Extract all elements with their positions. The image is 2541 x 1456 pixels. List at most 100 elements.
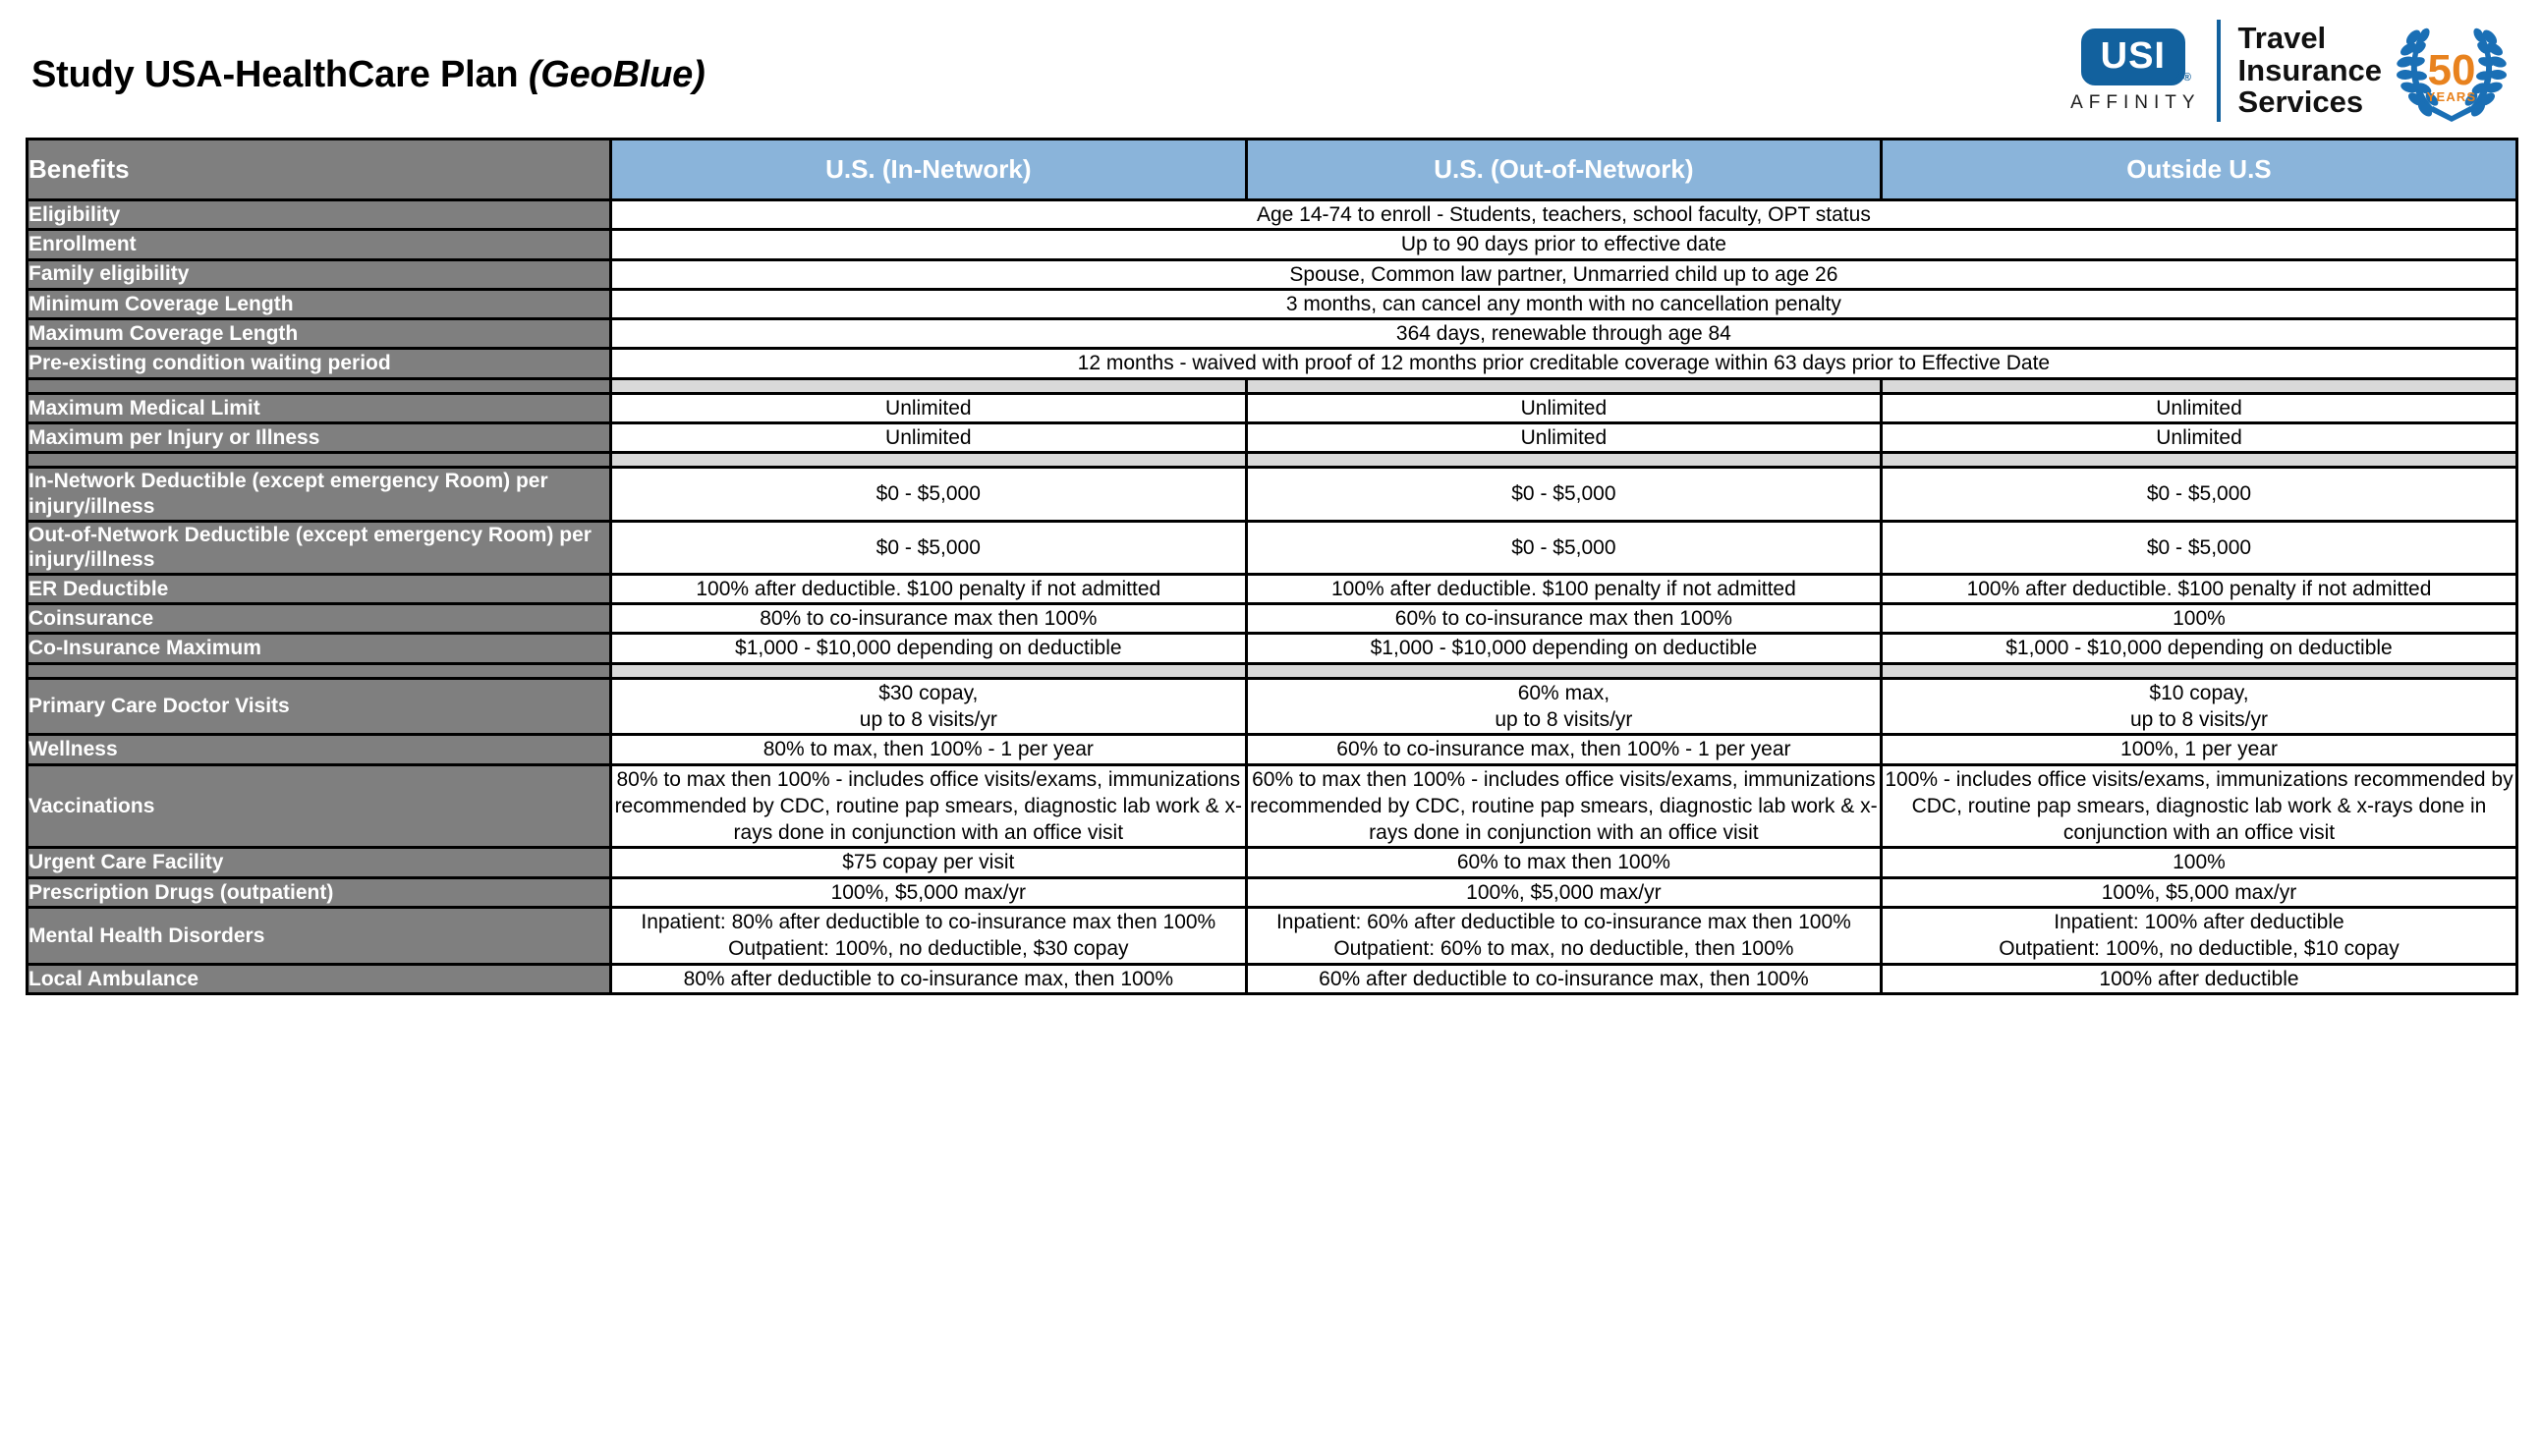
cell-line: Unlimited [1520,396,1608,420]
table-row: Urgent Care Facility $75 copay per visit 6… [26,846,2518,879]
cell-line: 100%, $5,000 max/yr [1466,880,1662,904]
row-value-out-of-network: $0 - $5,000 [1244,519,1884,576]
row-value-all-networks: 364 days, renewable through age 84 [609,317,2518,351]
row-label: Wellness [26,733,612,766]
logo-line-insurance: Insurance [2237,52,2382,87]
row-label: Enrollment [26,228,612,261]
cell-line: 100% after deductible. $100 penalty if n… [1330,577,1796,600]
row-label: Maximum Medical Limit [26,391,612,425]
row-value-out-of-network: Unlimited [1244,421,1884,455]
travel-insurance-services-text: Travel Insurance Services [2237,20,2382,120]
benefits-table: Benefits U.S. (In-Network) U.S. (Out-of-… [26,138,2518,995]
cell-line: Spouse, Common law partner, Unmarried ch… [1289,262,1838,286]
row-value-in-network: $0 - $5,000 [609,519,1248,576]
row-value-outside-us: 100% after deductible. $100 penalty if n… [1880,572,2518,606]
spacer-label-cell [26,376,612,395]
row-value-out-of-network: 60% to max then 100% [1244,846,1884,879]
cell-line: $1,000 - $10,000 depending on deductible [735,637,1122,660]
row-value-outside-us: Inpatient: 100% after deductible Outpatie… [1880,906,2518,966]
spacer-cell [1880,451,2518,470]
cell-line: 100% after deductible [2099,967,2299,990]
cell-line: 100% after deductible. $100 penalty if n… [1966,577,2432,600]
table-row: Out-of-Network Deductible (except emerge… [26,519,2518,576]
cell-line: $0 - $5,000 [875,535,981,559]
row-value-out-of-network: $0 - $5,000 [1244,466,1884,523]
table-row: In-Network Deductible (except emergency … [26,466,2518,523]
cell-line: 80% after deductible to co-insurance max… [683,967,1174,990]
spacer-cell [1880,376,2518,395]
cell-line: 60% to max then 100% [1456,851,1670,874]
row-label: Prescription Drugs (outpatient) [26,875,612,910]
cell-line: up to 8 visits/yr [2129,708,2269,731]
row-label: ER Deductible [26,572,612,606]
table-row: Maximum per Injury or Illness Unlimited Un… [26,421,2518,455]
spacer-cell [1244,376,1884,395]
row-value-out-of-network: Unlimited [1244,391,1884,425]
row-label: Co-Insurance Maximum [26,632,612,665]
row-value-outside-us: Unlimited [1880,391,2518,425]
cell-line: 80% to co-insurance max then 100% [760,607,1098,631]
cell-line: 100%, 1 per year [2120,738,2278,761]
page-title: Study USA-HealthCare Plan (GeoBlue) [31,54,706,96]
row-value-out-of-network: 60% to max then 100% - includes office v… [1244,762,1884,850]
table-row: Primary Care Doctor Visits $30 copay, up t… [26,676,2518,737]
row-value-outside-us: 100% [1880,602,2518,636]
row-value-outside-us: 100% - includes office visits/exams, imm… [1880,762,2518,850]
row-value-all-networks: 3 months, can cancel any month with no c… [609,287,2518,321]
row-value-outside-us: 100%, 1 per year [1880,733,2518,766]
cell-line: 100% - includes office visits/exams, imm… [1885,767,2513,845]
row-value-all-networks: Up to 90 days prior to effective date [609,228,2518,261]
logo-line-services: Services [2237,84,2364,120]
cell-line: $0 - $5,000 [1511,535,1616,559]
table-row: Enrollment Up to 90 days prior to effecti… [26,228,2518,261]
cell-line: 3 months, can cancel any month with no c… [1285,292,1841,315]
row-value-in-network: 80% to co-insurance max then 100% [609,602,1248,636]
table-row: Eligibility Age 14-74 to enroll - Student… [26,197,2518,232]
cell-line: 60% to co-insurance max, then 100% - 1 p… [1336,738,1791,761]
row-label: Maximum Coverage Length [26,317,612,351]
cell-line: Inpatient: 80% after deductible to co-in… [641,911,1216,934]
cell-line: 80% to max then 100% - includes office v… [614,767,1243,845]
table-row: Vaccinations 80% to max then 100% - inclu… [26,762,2518,850]
column-header-benefits: Benefits [26,138,612,201]
page-title-main: Study USA-HealthCare Plan [31,53,519,95]
cell-line: $0 - $5,000 [2146,535,2252,559]
row-label: Coinsurance [26,602,612,636]
cell-line: Outpatient: 100%, no deductible, $30 cop… [728,937,1129,961]
table-spacer-row [26,661,2518,680]
table-row: Maximum Medical Limit Unlimited Unlimited U… [26,391,2518,425]
table-spacer-row [26,451,2518,470]
table-row: Coinsurance 80% to co-insurance max then … [26,602,2518,636]
row-value-in-network: Unlimited [609,421,1248,455]
spacer-cell [609,451,1248,470]
svg-text:50: 50 [2428,46,2476,94]
row-value-in-network: 80% to max, then 100% - 1 per year [609,733,1248,766]
row-value-out-of-network: 100% after deductible. $100 penalty if n… [1244,572,1884,606]
cell-line: Unlimited [885,426,972,450]
logo-line-travel: Travel [2237,20,2327,55]
row-label: Out-of-Network Deductible (except emerge… [26,519,612,576]
row-value-out-of-network: $1,000 - $10,000 depending on deductible [1244,632,1884,665]
cell-line: 60% to co-insurance max then 100% [1394,607,1732,631]
column-header-in-network: U.S. (In-Network) [609,138,1248,201]
row-value-all-networks: Spouse, Common law partner, Unmarried ch… [609,257,2518,291]
row-label: Pre-existing condition waiting period [26,347,612,380]
row-label: Minimum Coverage Length [26,287,612,321]
cell-line: 60% max, [1517,681,1610,704]
cell-line: 100% [2173,607,2226,631]
row-label: Urgent Care Facility [26,846,612,879]
usi-wordmark: USI ® [2080,28,2191,85]
row-value-outside-us: $1,000 - $10,000 depending on deductible [1880,632,2518,665]
row-label: Eligibility [26,197,612,232]
cell-line: Unlimited [1520,426,1608,450]
row-value-in-network: $0 - $5,000 [609,466,1248,523]
cell-line: $0 - $5,000 [1511,482,1616,506]
table-row: Family eligibility Spouse, Common law par… [26,257,2518,291]
column-header-outside-us: Outside U.S [1880,138,2518,201]
table-row: Minimum Coverage Length 3 months, can can… [26,287,2518,321]
spacer-label-cell [26,451,612,470]
row-value-outside-us: $0 - $5,000 [1880,519,2518,576]
table-row: ER Deductible 100% after deductible. $100… [26,572,2518,606]
row-value-in-network: 100% after deductible. $100 penalty if n… [609,572,1248,606]
table-row: Local Ambulance 80% after deductible to c… [26,962,2518,995]
